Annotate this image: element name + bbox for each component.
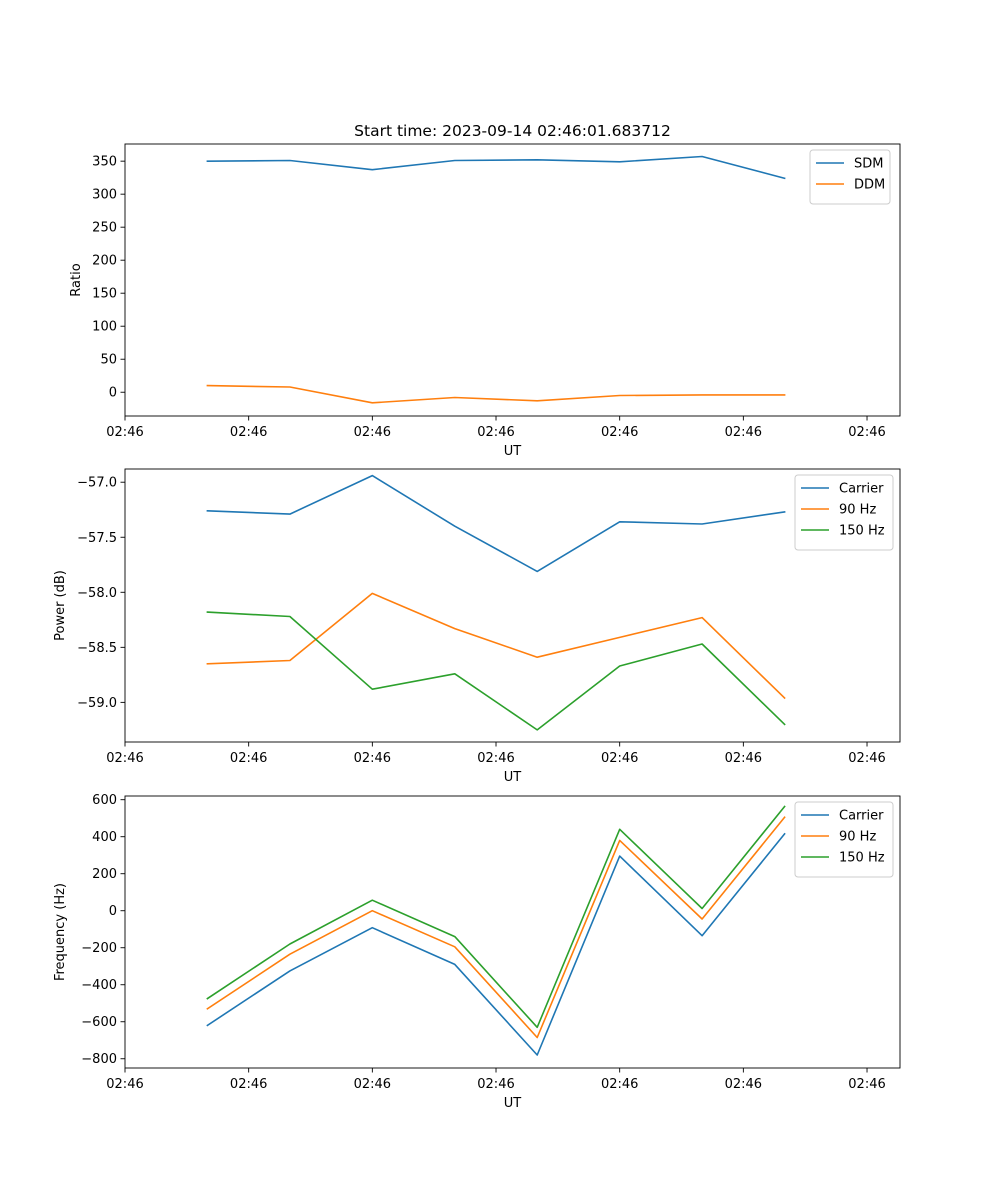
legend-box — [794, 474, 894, 551]
x-tick-label: 02:46 — [106, 751, 143, 766]
x-tick-label: 02:46 — [848, 425, 885, 440]
series-line-90-hz — [206, 592, 786, 700]
legend: SDM DDM — [809, 149, 891, 205]
x-tick-label: 02:46 — [601, 751, 638, 766]
y-tick-label: −400 — [81, 978, 117, 993]
chart-panel-2: 02:46 02:46 02:46 02:46 02:46 02:46 02:46 −57.0… — [53, 468, 901, 785]
legend: Carrier 90 Hz 150 Hz — [794, 801, 894, 878]
y-tick-label: 0 — [109, 904, 117, 919]
x-tick-label: 02:46 — [725, 425, 762, 440]
x-tick-label: 02:46 — [354, 1077, 391, 1092]
x-tick-label: 02:46 — [106, 425, 143, 440]
y-tick-label: −57.5 — [77, 531, 117, 546]
chart-panel-1: 02:46 02:46 02:46 02:46 02:46 02:46 02:46 0 50 10… — [69, 143, 901, 459]
y-tick-label: 0 — [109, 386, 117, 401]
y-axis-label: Ratio — [69, 263, 84, 296]
legend-box — [794, 801, 894, 878]
chart-panel-3: 02:46 02:46 02:46 02:46 02:46 02:46 02:46 600 40… — [53, 793, 901, 1111]
y-axis-label: Power (dB) — [53, 570, 68, 641]
y-tick-label: 200 — [92, 867, 117, 882]
y-tick-label: 300 — [92, 188, 117, 203]
y-tick-label: −58.0 — [77, 586, 117, 601]
series-line-150-hz — [206, 611, 786, 731]
chart-panels: 02:46 02:46 02:46 02:46 02:46 02:46 02:46 0 50 10… — [53, 143, 901, 1111]
x-tick-label: 02:46 — [477, 1077, 514, 1092]
series-group — [206, 155, 786, 404]
legend-label: 150 Hz — [839, 851, 885, 866]
x-tick-label: 02:46 — [354, 751, 391, 766]
y-tick-label: 400 — [92, 830, 117, 845]
axes-frame — [124, 468, 901, 743]
x-tick-label: 02:46 — [230, 751, 267, 766]
y-tick-label: −59.0 — [77, 696, 117, 711]
legend-label: 90 Hz — [839, 503, 876, 518]
x-tick-label: 02:46 — [725, 751, 762, 766]
y-tick-label: 600 — [92, 793, 117, 808]
figure-title: Start time: 2023-09-14 02:46:01.683712 — [354, 122, 671, 140]
y-tick-label: −57.0 — [77, 476, 117, 491]
y-axis-label: Frequency (Hz) — [53, 883, 68, 981]
series-group — [206, 805, 786, 1056]
legend-label: 90 Hz — [839, 830, 876, 845]
y-tick-label: −200 — [81, 941, 117, 956]
x-tick-label: 02:46 — [601, 425, 638, 440]
y-tick-label: −800 — [81, 1052, 117, 1067]
axes-frame — [124, 143, 901, 417]
y-tick-label: 100 — [92, 320, 117, 335]
x-tick-label: 02:46 — [601, 1077, 638, 1092]
legend-label: 150 Hz — [839, 524, 885, 539]
x-tick-label: 02:46 — [106, 1077, 143, 1092]
series-line-carrier — [206, 832, 786, 1056]
x-tick-label: 02:46 — [477, 751, 514, 766]
legend-label: Carrier — [839, 482, 884, 497]
x-tick-label: 02:46 — [848, 1077, 885, 1092]
series-line-sdm — [206, 155, 786, 180]
axes-frame — [124, 795, 901, 1069]
x-tick-label: 02:46 — [725, 1077, 762, 1092]
series-line-carrier — [206, 474, 786, 573]
series-group — [206, 474, 786, 731]
x-axis-label: UT — [504, 1096, 522, 1111]
x-tick-label: 02:46 — [354, 425, 391, 440]
series-line-90-hz — [206, 816, 786, 1039]
y-tick-label: 350 — [92, 155, 117, 170]
x-axis-label: UT — [504, 770, 522, 785]
x-tick-label: 02:46 — [848, 751, 885, 766]
legend-label: DDM — [854, 178, 885, 193]
series-line-150-hz — [206, 805, 786, 1029]
y-tick-label: 250 — [92, 221, 117, 236]
y-tick-label: −600 — [81, 1015, 117, 1030]
legend-label: SDM — [854, 157, 883, 172]
legend: Carrier 90 Hz 150 Hz — [794, 474, 894, 551]
y-tick-label: −58.5 — [77, 641, 117, 656]
y-tick-label: 50 — [100, 353, 117, 368]
x-tick-label: 02:46 — [230, 425, 267, 440]
x-tick-label: 02:46 — [230, 1077, 267, 1092]
y-tick-label: 150 — [92, 287, 117, 302]
y-tick-label: 200 — [92, 254, 117, 269]
x-tick-label: 02:46 — [477, 425, 514, 440]
series-line-ddm — [206, 384, 786, 404]
x-axis-label: UT — [504, 444, 522, 459]
legend-label: Carrier — [839, 809, 884, 824]
